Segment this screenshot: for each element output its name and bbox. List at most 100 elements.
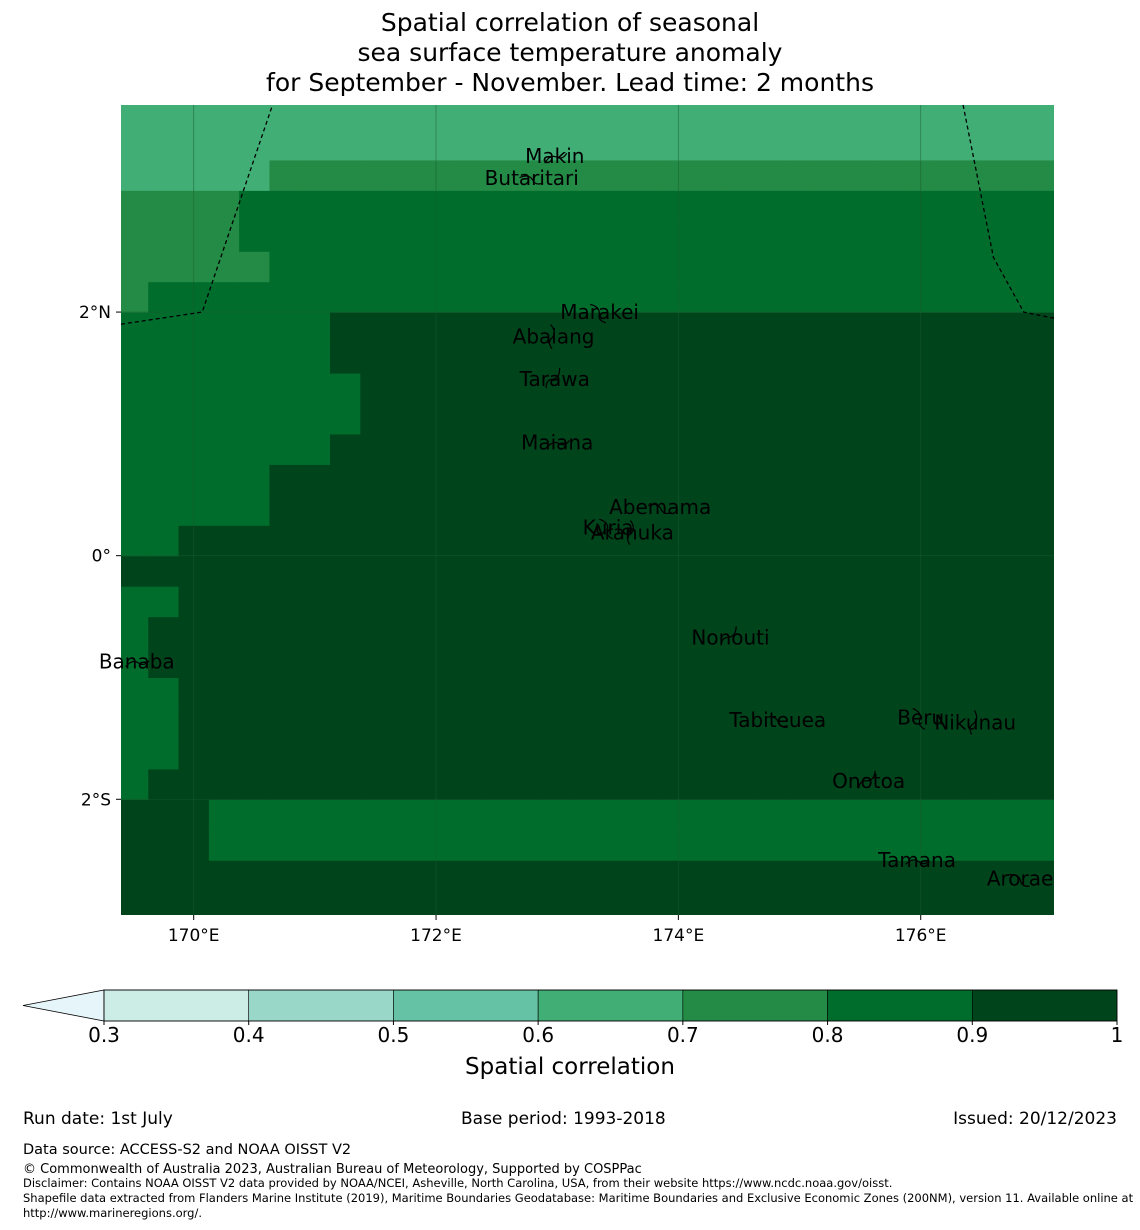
field-cell: [1026, 677, 1054, 709]
field-cell: [723, 494, 755, 526]
field-cell: [239, 251, 271, 283]
field-cell: [572, 525, 604, 557]
field-cell: [754, 890, 785, 915]
field-cell: [542, 555, 573, 587]
field-cell: [602, 768, 634, 800]
field-cell: [208, 707, 240, 739]
field-cell: [693, 616, 725, 648]
field-cell: [148, 829, 180, 861]
field-cell: [875, 555, 907, 587]
field-cell: [996, 616, 1028, 648]
field-cell: [693, 129, 725, 161]
field-cell: [693, 829, 725, 861]
field-cell: [723, 105, 755, 130]
field-cell: [996, 464, 1028, 496]
field-cell: [269, 525, 301, 557]
field-cell: [451, 494, 483, 526]
field-cell: [1026, 190, 1054, 222]
field-cell: [844, 890, 876, 915]
field-cell: [966, 433, 998, 465]
field-cell: [935, 433, 967, 465]
field-cell: [121, 677, 149, 709]
field-cell: [935, 464, 967, 496]
field-cell: [784, 464, 816, 496]
field-cell: [511, 281, 543, 313]
field-cell: [572, 464, 604, 496]
field-cell: [754, 586, 785, 618]
field-cell: [148, 525, 180, 557]
field-cell: [451, 738, 483, 770]
field-cell: [784, 312, 816, 344]
field-cell: [996, 312, 1028, 344]
field-cell: [754, 129, 785, 161]
field-cell: [632, 105, 664, 130]
field-cell: [330, 433, 361, 465]
field-cell: [935, 159, 967, 191]
field-cell: [935, 890, 967, 915]
field-cell: [754, 799, 785, 831]
island-outline: [627, 520, 635, 545]
field-cell: [632, 403, 664, 435]
field-cell: [875, 129, 907, 161]
field-cell: [632, 555, 664, 587]
field-cell: [1026, 586, 1054, 618]
lat-tick-label: 0°: [92, 547, 111, 567]
field-cell: [814, 129, 846, 161]
field-cell: [966, 738, 998, 770]
field-cell: [542, 105, 573, 130]
field-cell: [754, 768, 785, 800]
field-cell: [844, 860, 876, 892]
field-cell: [481, 159, 513, 191]
field-cell: [511, 616, 543, 648]
field-cell: [723, 890, 755, 915]
field-cell: [511, 372, 543, 405]
field-cell: [299, 829, 331, 861]
field-cell: [754, 860, 785, 892]
field-cell: [693, 890, 725, 915]
field-cell: [511, 586, 543, 618]
field-cell: [632, 190, 664, 222]
field-cell: [996, 647, 1028, 679]
field-cell: [754, 555, 785, 587]
field-cell: [330, 799, 361, 831]
field-cell: [723, 768, 755, 800]
colorbar-bin: [537, 989, 684, 1022]
island-outline: [1008, 874, 1030, 887]
disclaimer-text: Disclaimer: Contains NOAA OISST V2 data …: [23, 1176, 893, 1190]
island-label: Onotoa: [832, 769, 905, 793]
field-cell: [602, 105, 634, 130]
field-cell: [208, 129, 240, 161]
field-cell: [875, 159, 907, 191]
colorbar-tick-label: 0.8: [811, 1023, 844, 1047]
field-cell: [542, 159, 573, 191]
field-cell: [148, 403, 180, 435]
field-cell: [511, 829, 543, 861]
field-cell: [693, 860, 725, 892]
field-cell: [966, 829, 998, 861]
field-cell: [996, 129, 1028, 161]
field-cell: [148, 105, 180, 130]
field-cell: [121, 312, 149, 344]
field-cell: [269, 464, 301, 496]
island-outline: [589, 303, 606, 324]
field-cell: [875, 586, 907, 618]
field-cell: [148, 586, 180, 618]
field-cell: [269, 555, 301, 587]
field-cell: [966, 129, 998, 161]
field-cell: [390, 677, 422, 709]
field-cell: [299, 433, 331, 465]
colorbar-under-arrow: [22, 989, 105, 1022]
field-cell: [481, 281, 513, 313]
field-cell: [451, 190, 483, 222]
field-cell: [330, 525, 361, 557]
field-cell: [1026, 105, 1054, 130]
colorbar-bin: [103, 989, 250, 1022]
field-cell: [390, 159, 422, 191]
field-cell: [723, 677, 755, 709]
field-cell: [360, 616, 392, 648]
field-cell: [602, 616, 634, 648]
field-cell: [632, 677, 664, 709]
field-cell: [723, 281, 755, 313]
field-cell: [269, 251, 301, 283]
field-cell: [875, 707, 907, 739]
